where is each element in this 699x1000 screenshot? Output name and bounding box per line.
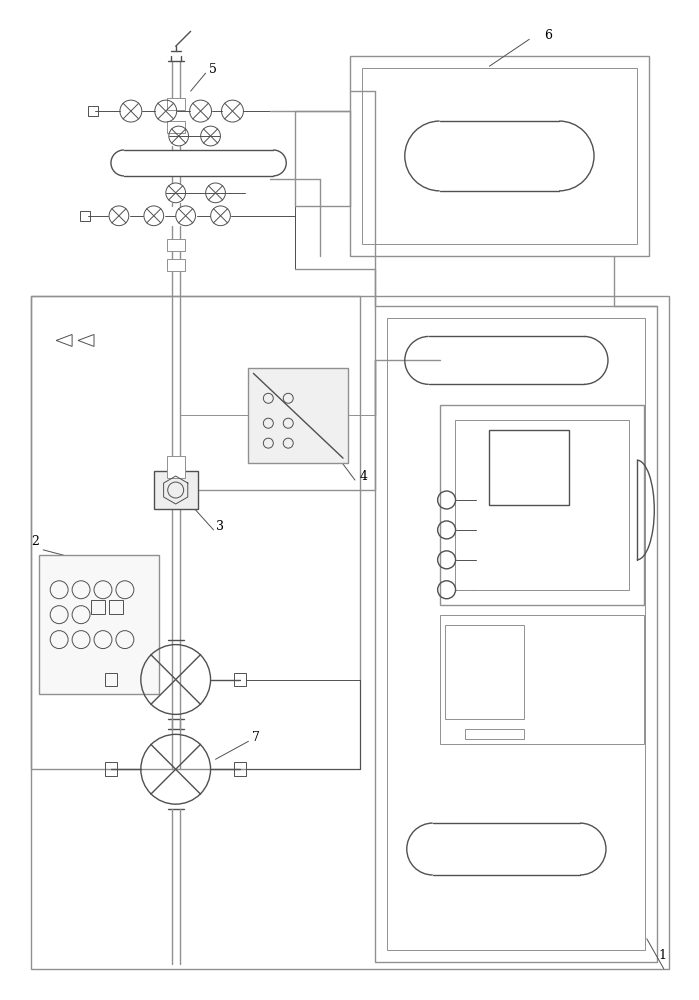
Bar xyxy=(375,306,657,962)
Bar xyxy=(234,762,247,776)
Bar xyxy=(465,729,524,739)
Bar xyxy=(105,762,117,776)
Bar xyxy=(234,673,247,686)
Bar xyxy=(489,430,569,505)
Text: 3: 3 xyxy=(215,520,224,533)
Bar xyxy=(88,106,98,116)
Bar xyxy=(91,600,105,614)
Bar xyxy=(440,405,644,605)
Text: 7: 7 xyxy=(252,731,260,744)
Bar xyxy=(167,456,185,478)
Bar xyxy=(445,625,524,719)
Text: 2: 2 xyxy=(31,535,39,548)
Bar xyxy=(387,318,644,950)
Bar xyxy=(350,56,649,256)
Bar xyxy=(167,98,185,110)
Text: 1: 1 xyxy=(658,949,667,962)
Bar xyxy=(248,368,348,463)
Text: 5: 5 xyxy=(208,63,217,76)
Bar xyxy=(167,259,185,271)
Bar xyxy=(105,673,117,686)
Bar xyxy=(167,239,185,251)
Bar xyxy=(31,296,360,769)
Bar xyxy=(154,471,198,509)
Bar xyxy=(454,420,629,590)
Bar xyxy=(109,600,123,614)
Text: 4: 4 xyxy=(360,470,368,483)
Text: 6: 6 xyxy=(545,29,552,42)
Bar xyxy=(39,555,159,694)
Bar xyxy=(167,121,185,133)
Bar xyxy=(362,68,637,244)
Bar xyxy=(31,296,669,969)
Bar xyxy=(80,211,90,221)
Bar xyxy=(440,615,644,744)
